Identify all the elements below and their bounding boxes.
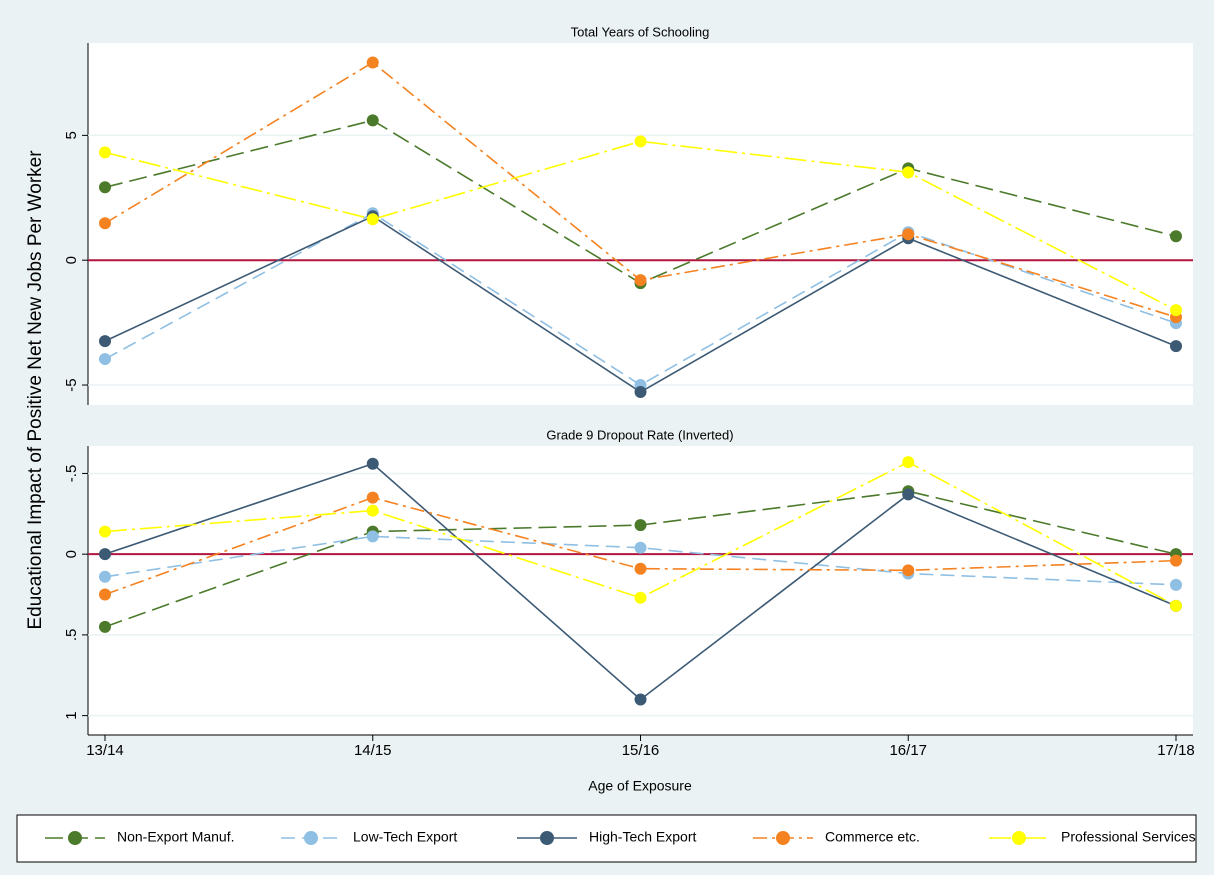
data-point [1170, 599, 1182, 612]
x-axis-title: Age of Exposure [588, 778, 692, 794]
data-point [366, 213, 379, 226]
data-point [902, 228, 915, 241]
data-point [366, 56, 379, 69]
legend-label: Commerce etc. [825, 829, 920, 845]
x-tick-label: 15/16 [622, 742, 660, 759]
data-point [634, 135, 647, 148]
data-point [634, 693, 647, 706]
y-tick-label: .5 [63, 629, 80, 642]
data-point [902, 456, 915, 469]
x-tick-label: 14/15 [354, 742, 392, 759]
data-point [1170, 230, 1182, 243]
data-point [99, 335, 111, 348]
data-point [902, 488, 915, 501]
data-point [1170, 554, 1182, 567]
legend-label: Non-Export Manuf. [117, 829, 235, 845]
legend-marker [776, 831, 790, 845]
legend-marker [540, 831, 554, 845]
data-point [1170, 578, 1182, 591]
series-line [104, 461, 1177, 607]
panel-title: Grade 9 Dropout Rate (Inverted) [546, 427, 733, 442]
y-tick-label: 1 [63, 711, 80, 719]
x-tick-label: 16/17 [889, 742, 927, 759]
data-point [99, 548, 111, 561]
data-point [634, 519, 647, 532]
data-point [366, 457, 379, 470]
legend-marker [1012, 831, 1026, 845]
plot-area [88, 446, 1193, 735]
plot-area [88, 43, 1193, 405]
legend-marker [68, 831, 82, 845]
legend-label: Professional Services [1061, 829, 1196, 845]
x-tick-label: 13/14 [86, 742, 124, 759]
y-tick-label: 0 [63, 550, 80, 558]
data-point [902, 166, 915, 179]
data-point [99, 588, 111, 601]
y-tick-label: -.5 [63, 465, 80, 483]
data-point [1170, 304, 1182, 317]
legend-label: Low-Tech Export [353, 829, 457, 845]
data-point [902, 564, 915, 577]
y-tick-label: 0 [63, 256, 80, 264]
data-point [366, 114, 379, 127]
panel-title: Total Years of Schooling [571, 24, 710, 39]
legend-marker [304, 831, 318, 845]
data-point [634, 274, 647, 287]
data-point [99, 525, 111, 538]
data-point [99, 353, 111, 366]
data-point [99, 620, 111, 633]
y-tick-label: 5 [63, 131, 80, 139]
data-point [366, 530, 379, 543]
data-point [99, 181, 111, 194]
data-point [366, 504, 379, 517]
data-point [99, 146, 111, 159]
legend-label: High-Tech Export [589, 829, 696, 845]
data-point [634, 591, 647, 604]
x-tick-label: 17/18 [1157, 742, 1195, 759]
y-axis-title: Educational Impact of Positive Net New J… [25, 150, 46, 630]
data-point [99, 217, 111, 230]
data-point [634, 562, 647, 575]
data-point [99, 570, 111, 583]
data-point [1170, 340, 1182, 353]
y-tick-label: -5 [63, 378, 80, 391]
data-point [366, 491, 379, 504]
data-point [634, 541, 647, 554]
data-point [634, 386, 647, 399]
